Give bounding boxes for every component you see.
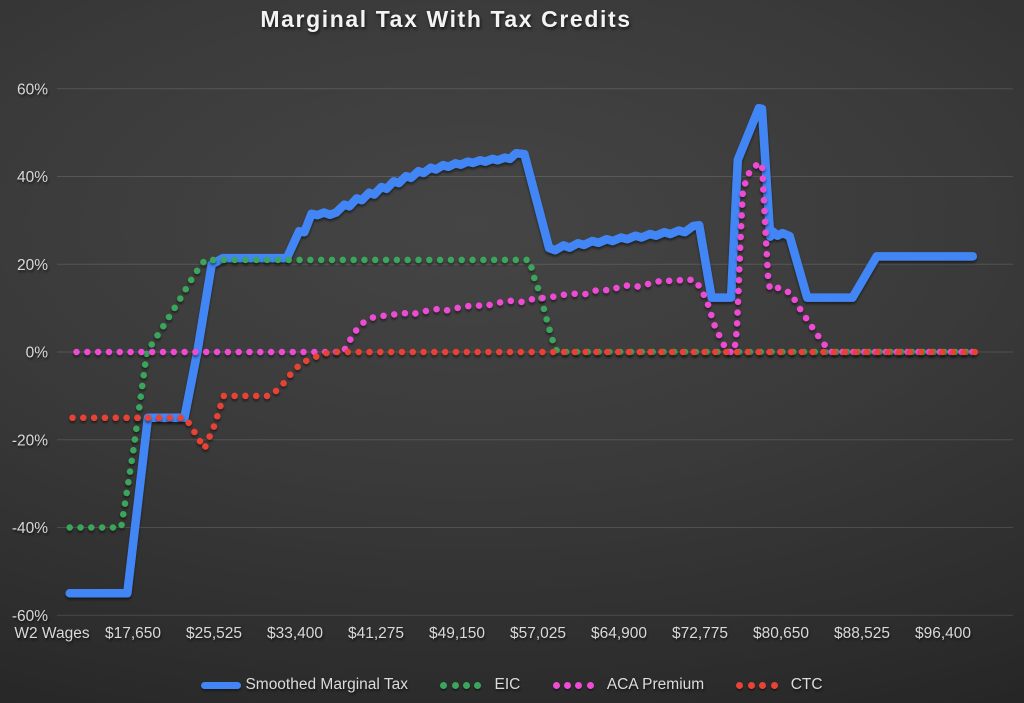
legend-line-swatch [201,681,242,689]
x-axis-tick-label: $25,525 [186,625,242,642]
legend-dot [440,681,448,689]
legend-dotted-swatch [550,681,596,689]
y-axis-tick-label: -20% [12,432,48,449]
legend-dot [451,681,459,689]
y-axis-tick-label: -60% [12,608,48,625]
legend-dot [586,681,594,689]
legend-dot [563,681,571,689]
x-axis-tick-label: $64,900 [591,625,647,642]
chart-legend: Smoothed Marginal Tax EIC ACA Premium CTC [0,676,1024,694]
legend-dot [736,681,744,689]
y-axis-tick-label: 20% [17,257,48,274]
series-ctc [66,348,981,452]
x-axis-tick-label: $72,775 [672,625,728,642]
series-smoothed-marginal-tax [65,103,978,598]
series-aca-premium [66,160,981,356]
legend-label: EIC [494,676,521,693]
y-axis-tick-label: 40% [17,169,48,186]
legend-label: CTC [790,676,823,693]
x-axis-tick-label: $17,650 [105,625,161,642]
x-axis-tick-label: $41,275 [348,625,404,642]
legend-dot [770,681,778,689]
x-axis-tick-label: $96,400 [915,625,971,642]
legend-item-aca-premium: ACA Premium [550,676,704,694]
x-axis-title: W2 Wages [14,625,89,642]
legend-item-ctc: CTC [734,676,823,694]
legend-dotted-swatch [734,681,780,689]
legend-dot [759,681,767,689]
legend-dot [462,681,470,689]
legend-label: Smoothed Marginal Tax [245,676,408,693]
legend-dot [474,681,482,689]
x-axis-tick-label: $33,400 [267,625,323,642]
x-axis-tick-label: $80,650 [753,625,809,642]
legend-dot [575,681,583,689]
chart-title: Marginal Tax With Tax Credits [260,6,632,32]
legend-item-smoothed-marginal-tax: Smoothed Marginal Tax [201,676,408,694]
y-axis-tick-label: 60% [17,81,48,98]
legend-dot [552,681,560,689]
x-axis-tick-label: $57,025 [510,625,566,642]
legend-dotted-swatch [438,681,484,689]
y-axis-tick-label: -40% [12,520,48,537]
legend-dot [747,681,755,689]
x-axis-tick-label: $49,150 [429,625,485,642]
legend-item-eic: EIC [438,676,520,694]
y-axis-tick-label: 0% [26,345,49,362]
x-axis-tick-label: $88,525 [834,625,890,642]
legend-label: ACA Premium [606,676,705,693]
